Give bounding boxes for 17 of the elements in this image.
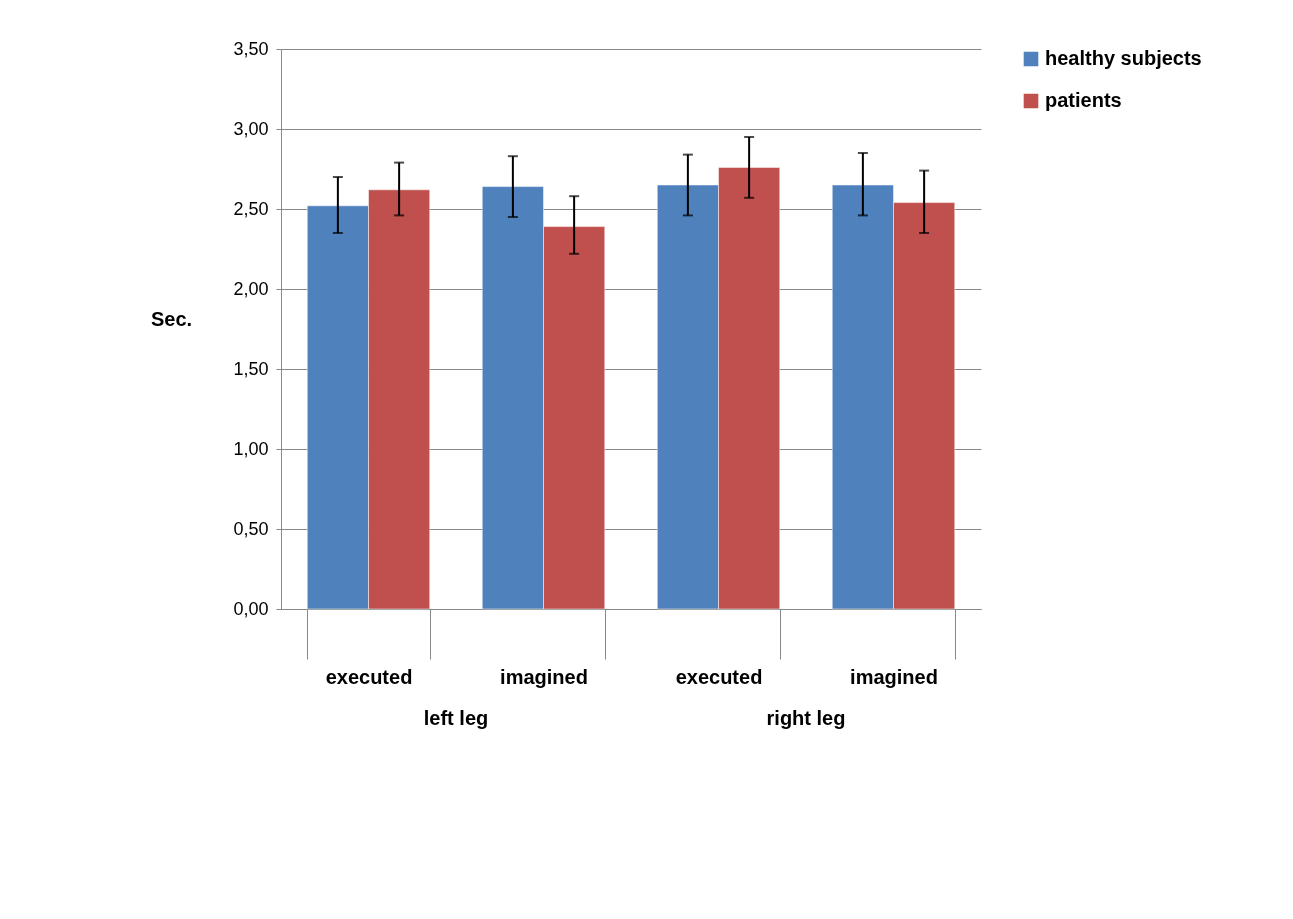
y-tick-label: 2,00 <box>233 278 269 299</box>
y-tick-label: 0,00 <box>233 598 269 619</box>
y-tick-label: 3,00 <box>233 118 269 139</box>
legend-label: healthy subjects <box>1045 47 1202 69</box>
legend-label: patients <box>1045 89 1122 111</box>
y-tick-label: 2,50 <box>233 198 269 219</box>
text: left leg <box>423 707 489 729</box>
y-tick-label: 1,00 <box>233 438 269 459</box>
y-axis-title: Sec. <box>150 307 193 330</box>
text: right leg <box>766 707 846 729</box>
x-tick-label: executed <box>675 665 763 688</box>
y-tick-label: 0,50 <box>233 518 269 539</box>
y-tick-label: 1,50 <box>233 358 269 379</box>
x-tick-label: imagined <box>850 665 938 688</box>
y-tick-label: 3,50 <box>233 38 269 59</box>
x-tick-label: executed <box>325 665 413 688</box>
x-tick-label: imagined <box>500 665 588 688</box>
